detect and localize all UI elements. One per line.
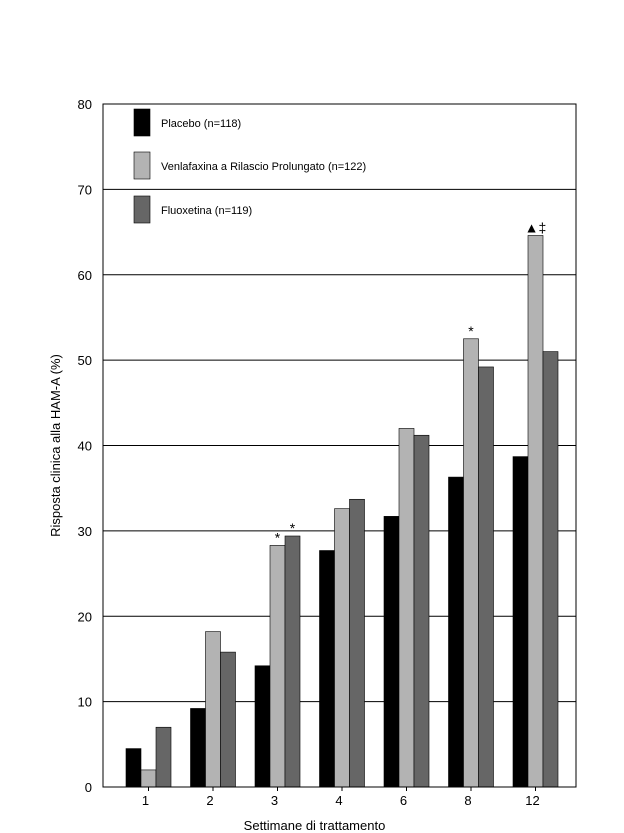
legend-label: Venlafaxina a Rilascio Prolungato (n=122… <box>161 161 366 173</box>
y-tick-label: 0 <box>85 780 92 795</box>
bar <box>512 456 529 788</box>
plot-frame <box>102 103 577 788</box>
bar <box>478 366 494 788</box>
legend-label: Fluoxetina (n=119) <box>161 205 252 217</box>
bar <box>334 508 350 788</box>
x-tick-label: 4 <box>335 793 342 808</box>
y-tick-label: 60 <box>78 268 92 283</box>
bar <box>413 434 430 788</box>
y-tick-label: 30 <box>78 524 92 539</box>
bar <box>155 726 172 788</box>
y-tick-label: 50 <box>78 353 92 368</box>
x-tick-label: 2 <box>206 793 213 808</box>
legend-label: Placebo (n=118) <box>161 118 241 130</box>
x-tick-label: 12 <box>525 793 539 808</box>
bar <box>319 550 335 788</box>
x-axis-title: Settimane di trattamento <box>244 818 386 833</box>
significance-marker: * <box>468 323 474 339</box>
legend-swatch <box>133 108 151 137</box>
y-tick-label: 20 <box>78 609 92 624</box>
bar <box>349 498 365 788</box>
y-tick-label: 80 <box>78 97 92 112</box>
x-tick-label: 3 <box>271 793 278 808</box>
bar <box>398 428 415 788</box>
significance-marker: ▲‡ <box>525 219 547 235</box>
bar <box>220 651 236 788</box>
bar <box>284 535 301 788</box>
x-axis-ticks: 1 2 3 4 6 8 12 <box>142 787 540 808</box>
y-tick-label: 40 <box>78 439 92 454</box>
bars <box>125 235 559 788</box>
y-tick-label: 70 <box>78 182 92 197</box>
significance-marker: * <box>290 520 296 536</box>
annotations: * * * ▲‡ <box>275 219 547 545</box>
y-axis-title: Risposta clinica alla HAM-A (%) <box>48 354 63 537</box>
bar <box>527 235 544 788</box>
bar <box>542 351 559 788</box>
bar <box>269 545 286 788</box>
y-axis-ticks: 0 10 20 30 40 50 60 70 80 <box>78 97 92 795</box>
x-tick-label: 6 <box>400 793 407 808</box>
bar <box>125 748 142 788</box>
significance-marker: * <box>275 529 281 545</box>
legend: Placebo (n=118) Venlafaxina a Rilascio Pr… <box>133 108 366 224</box>
bar <box>254 665 271 788</box>
bar <box>463 338 479 788</box>
bar <box>205 631 221 788</box>
x-tick-label: 1 <box>142 793 149 808</box>
bar <box>383 516 400 788</box>
bar <box>190 708 206 788</box>
legend-swatch <box>133 151 151 180</box>
legend-swatch <box>133 195 151 224</box>
bar <box>448 476 464 788</box>
y-tick-label: 10 <box>78 695 92 710</box>
bar <box>140 769 157 788</box>
x-tick-label: 8 <box>464 793 471 808</box>
